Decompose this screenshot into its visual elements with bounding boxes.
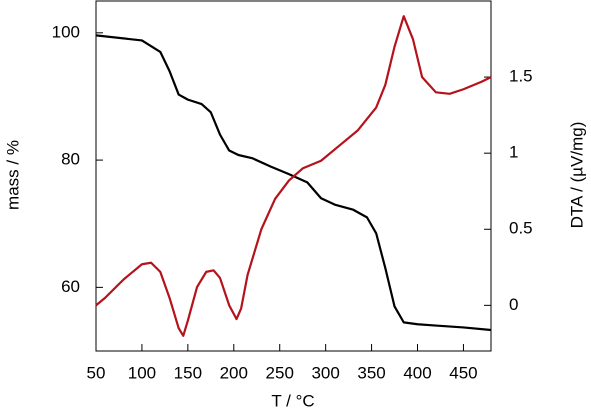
y2-tick-label: 1	[509, 143, 518, 162]
x-tick-label: 350	[357, 363, 385, 382]
y-axis-title: mass / %	[3, 140, 22, 210]
y2-tick-label: 1.5	[509, 67, 533, 86]
x-axis-title: T / °C	[271, 391, 314, 410]
y-tick-label: 60	[61, 277, 80, 296]
x-tick-label: 400	[403, 363, 431, 382]
y2-axis-title: DTA / (µV/mg)	[567, 122, 586, 229]
y2-tick-label: 0	[509, 295, 518, 314]
data-line	[95, 34, 492, 332]
plot-frame	[95, 0, 492, 352]
y2-tick-label: 0.5	[509, 219, 533, 238]
x-tick-label: 50	[87, 363, 106, 382]
x-tick-label: 150	[174, 363, 202, 382]
data-line	[95, 15, 492, 337]
y-tick-label: 80	[61, 150, 80, 169]
x-tick-label: 250	[266, 363, 294, 382]
y-tick-label: 100	[52, 22, 80, 41]
x-tick-label: 300	[311, 363, 339, 382]
x-tick-label: 450	[449, 363, 477, 382]
x-tick-label: 100	[128, 363, 156, 382]
x-tick-label: 200	[220, 363, 248, 382]
